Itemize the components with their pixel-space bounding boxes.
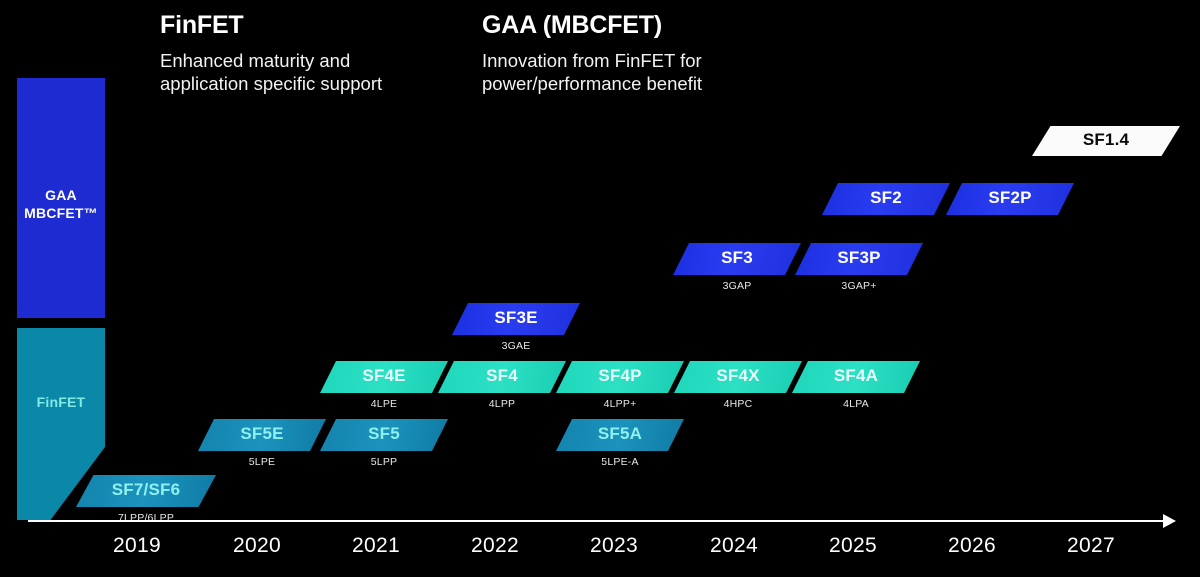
node-sf4a[interactable]: SF4A 4LPA	[792, 361, 920, 410]
node-shape: SF3E	[452, 303, 580, 335]
node-shape: SF5	[320, 419, 448, 451]
category-label-finfet: FinFET	[36, 394, 86, 410]
node-label: SF4	[486, 366, 518, 385]
node-sf1-4[interactable]: SF1.4	[1032, 126, 1180, 156]
node-sublabel: 7LPP/6LPP	[117, 512, 175, 524]
category-block-finfet: FinFET	[17, 328, 105, 520]
node-shape: SF1.4	[1032, 126, 1180, 156]
node-label: SF5A	[597, 424, 643, 443]
year-tick-2019: 2019	[113, 534, 161, 557]
year-tick-2027: 2027	[1067, 534, 1115, 557]
timeline-axis-line	[28, 520, 1171, 522]
node-label: SF7/SF6	[111, 480, 181, 499]
node-shape: SF2	[822, 183, 950, 215]
node-sf4[interactable]: SF4 4LPP	[438, 361, 566, 410]
header-finfet-title: FinFET	[160, 11, 244, 39]
node-sf2p[interactable]: SF2P	[946, 183, 1074, 215]
node-label: SF4P	[598, 366, 642, 385]
node-sublabel: 3GAP+	[841, 280, 877, 292]
node-shape: SF7/SF6	[76, 475, 216, 507]
node-label: SF3P	[837, 248, 881, 267]
node-label: SF5	[368, 424, 400, 443]
node-sublabel: 4LPP+	[603, 398, 637, 410]
node-shape: SF3P	[795, 243, 923, 275]
header-gaa-title: GAA (MBCFET)	[482, 11, 662, 39]
node-sf5[interactable]: SF5 5LPP	[320, 419, 448, 468]
year-tick-2022: 2022	[471, 534, 519, 557]
node-label: SF3E	[494, 308, 538, 327]
year-tick-2023: 2023	[590, 534, 638, 557]
timeline-arrow-icon	[1163, 514, 1176, 528]
year-tick-2026: 2026	[948, 534, 996, 557]
node-sf4p[interactable]: SF4P 4LPP+	[556, 361, 684, 410]
node-sublabel: 4LPP	[488, 398, 516, 410]
node-sublabel: 3GAP	[722, 280, 752, 292]
node-sublabel: 4LPE	[370, 398, 398, 410]
category-label-gaa: GAA MBCFET™	[24, 187, 98, 222]
node-shape: SF4E	[320, 361, 448, 393]
node-sublabel: 5LPE	[248, 456, 276, 468]
node-label: SF2P	[988, 188, 1032, 207]
node-shape: SF2P	[946, 183, 1074, 215]
header-finfet: FinFET Enhanced maturity and application…	[160, 11, 460, 96]
category-block-gaa: GAA MBCFET™	[17, 78, 105, 318]
header-gaa: GAA (MBCFET) Innovation from FinFET for …	[482, 11, 812, 96]
node-shape: SF4A	[792, 361, 920, 393]
header-finfet-subtitle: Enhanced maturity and application specif…	[160, 49, 383, 95]
node-sf5e[interactable]: SF5E 5LPE	[198, 419, 326, 468]
year-tick-2025: 2025	[829, 534, 877, 557]
node-shape: SF4X	[674, 361, 802, 393]
node-shape: SF4P	[556, 361, 684, 393]
node-sublabel: 4HPC	[723, 398, 753, 410]
node-sublabel: 3GAE	[501, 340, 531, 352]
node-sf3e[interactable]: SF3E 3GAE	[452, 303, 580, 352]
node-sublabel: 5LPP	[370, 456, 398, 468]
node-label: SF1.4	[1082, 130, 1130, 149]
node-sf3p[interactable]: SF3P 3GAP+	[795, 243, 923, 292]
node-shape: SF4	[438, 361, 566, 393]
node-sf5a[interactable]: SF5A 5LPE-A	[556, 419, 684, 468]
node-sf3[interactable]: SF3 3GAP	[673, 243, 801, 292]
node-sublabel: 5LPE-A	[601, 456, 639, 468]
year-tick-2021: 2021	[352, 534, 400, 557]
node-sf4e[interactable]: SF4E 4LPE	[320, 361, 448, 410]
node-shape: SF5E	[198, 419, 326, 451]
year-tick-2024: 2024	[710, 534, 758, 557]
node-label: SF4E	[362, 366, 406, 385]
node-label: SF4X	[716, 366, 760, 385]
node-label: SF4A	[833, 366, 879, 385]
node-shape: SF5A	[556, 419, 684, 451]
node-label: SF5E	[240, 424, 284, 443]
node-shape: SF3	[673, 243, 801, 275]
node-sublabel: 4LPA	[843, 398, 869, 410]
node-sf2[interactable]: SF2	[822, 183, 950, 215]
node-sf4x[interactable]: SF4X 4HPC	[674, 361, 802, 410]
node-sf7-sf6[interactable]: SF7/SF6 7LPP/6LPP	[76, 475, 216, 524]
year-tick-2020: 2020	[233, 534, 281, 557]
header-gaa-subtitle: Innovation from FinFET for power/perform…	[482, 49, 703, 95]
node-label: SF2	[870, 188, 902, 207]
node-label: SF3	[721, 248, 753, 267]
